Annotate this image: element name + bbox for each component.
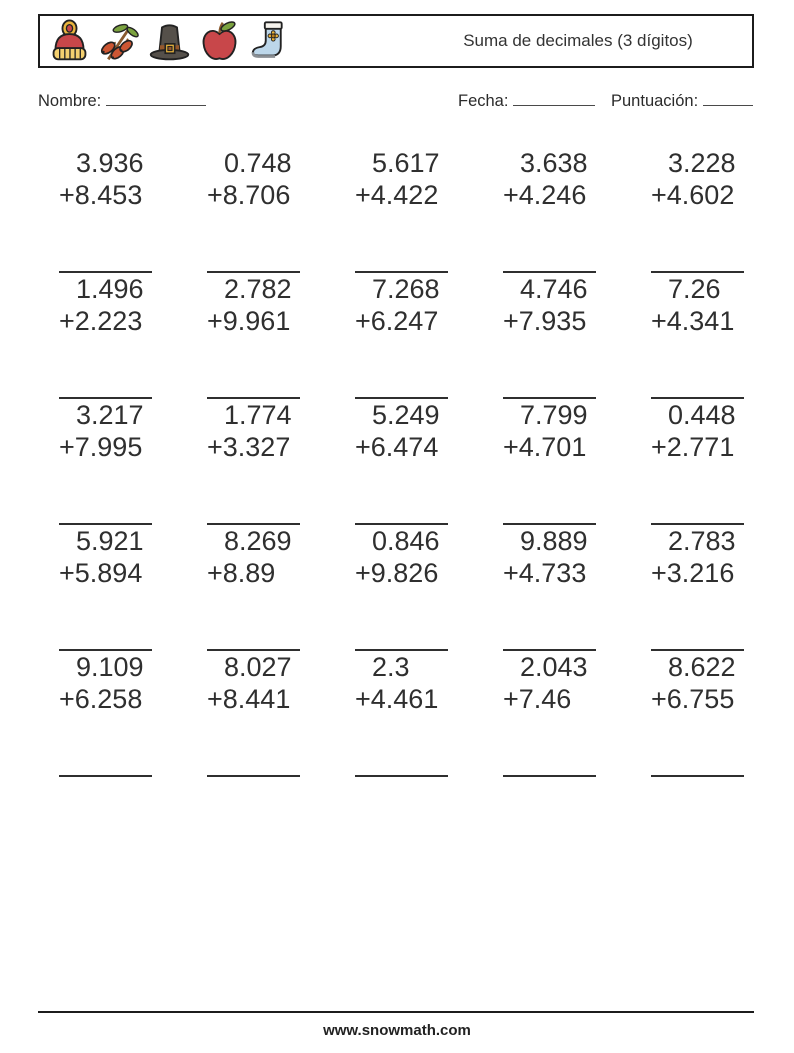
problem-13: 5.249 +6.474 — [355, 399, 448, 525]
name-label: Nombre: — [38, 92, 102, 110]
operand-top: 0.748 — [224, 148, 292, 178]
pilgrim-hat-icon — [149, 23, 190, 60]
operand-bottom: +4.701 — [503, 432, 587, 462]
problem-14: 7.799 +4.701 — [503, 399, 596, 525]
problem-10: 7.26 +4.341 — [651, 273, 744, 399]
problem-17: 8.269 +8.89 — [207, 525, 300, 651]
operand-top: 2.782 — [224, 274, 292, 304]
operand-top: 1.496 — [76, 274, 144, 304]
operand-top: 3.228 — [668, 148, 736, 178]
worksheet-title: Suma de decimales (3 dígitos) — [463, 31, 693, 50]
score-label: Puntuación: — [611, 92, 699, 110]
operand-top: 9.889 — [520, 526, 588, 556]
operand-top: 3.217 — [76, 400, 144, 430]
operand-bottom: +2.223 — [59, 306, 143, 336]
problem-25: 8.622 +6.755 — [651, 651, 744, 777]
fields-row: Nombre: Fecha: Puntuación: — [0, 92, 794, 118]
operand-bottom: +4.602 — [651, 180, 735, 210]
operand-bottom: +9.961 — [207, 306, 291, 336]
berries-icon — [100, 23, 139, 60]
operand-bottom: +6.258 — [59, 684, 143, 714]
operand-bottom: +7.995 — [59, 432, 143, 462]
operand-top: 8.622 — [668, 652, 736, 682]
operand-top: 5.249 — [372, 400, 440, 430]
operand-top: 1.774 — [224, 400, 292, 430]
name-blank-line — [106, 92, 207, 106]
problem-23: 2.3 +4.461 — [355, 651, 448, 777]
operand-top: 9.109 — [76, 652, 144, 682]
problem-5: 3.228 +4.602 — [651, 147, 744, 273]
operand-bottom: +3.327 — [207, 432, 291, 462]
operand-bottom: +8.441 — [207, 684, 291, 714]
header-icon-row — [40, 18, 292, 64]
header-box: Suma de decimales (3 dígitos) — [38, 14, 754, 68]
operand-bottom: +7.46 — [503, 684, 572, 714]
operand-bottom: +6.755 — [651, 684, 735, 714]
operand-top: 0.846 — [372, 526, 440, 556]
problem-7: 2.782 +9.961 — [207, 273, 300, 399]
operand-top: 2.3 — [372, 652, 410, 682]
problem-18: 0.846 +9.826 — [355, 525, 448, 651]
problem-22: 8.027 +8.441 — [207, 651, 300, 777]
operand-bottom: +6.247 — [355, 306, 439, 336]
operand-top: 0.448 — [668, 400, 736, 430]
date-blank-line — [513, 92, 596, 106]
operand-top: 3.936 — [76, 148, 144, 178]
operand-top: 8.269 — [224, 526, 292, 556]
operand-bottom: +8.89 — [207, 558, 276, 588]
problem-21: 9.109 +6.258 — [59, 651, 152, 777]
operand-bottom: +6.474 — [355, 432, 439, 462]
name-field: Nombre: — [38, 92, 207, 111]
operand-top: 2.783 — [668, 526, 736, 556]
operand-top: 7.26 — [668, 274, 721, 304]
problem-9: 4.746 +7.935 — [503, 273, 596, 399]
problem-24: 2.043 +7.46 — [503, 651, 596, 777]
footer-website: www.snowmath.com — [323, 1022, 471, 1039]
problem-3: 5.617 +4.422 — [355, 147, 448, 273]
operand-top: 7.799 — [520, 400, 588, 430]
operand-bottom: +4.733 — [503, 558, 587, 588]
apple-icon — [202, 20, 237, 60]
operand-top: 8.027 — [224, 652, 292, 682]
operand-top: 3.638 — [520, 148, 588, 178]
operand-bottom: +4.246 — [503, 180, 587, 210]
problem-20: 2.783 +3.216 — [651, 525, 744, 651]
operand-bottom: +8.706 — [207, 180, 291, 210]
operand-bottom: +4.422 — [355, 180, 439, 210]
problem-2: 0.748 +8.706 — [207, 147, 300, 273]
operand-top: 5.617 — [372, 148, 440, 178]
operand-bottom: +3.216 — [651, 558, 735, 588]
operand-bottom: +4.341 — [651, 306, 735, 336]
operand-bottom: +4.461 — [355, 684, 439, 714]
problem-11: 3.217 +7.995 — [59, 399, 152, 525]
winter-hat-icon — [52, 18, 87, 60]
operand-top: 5.921 — [76, 526, 144, 556]
problem-15: 0.448 +2.771 — [651, 399, 744, 525]
problem-19: 9.889 +4.733 — [503, 525, 596, 651]
operand-bottom: +7.935 — [503, 306, 587, 336]
score-field: Puntuación: — [611, 92, 754, 111]
operand-bottom: +8.453 — [59, 180, 143, 210]
operand-top: 4.746 — [520, 274, 588, 304]
problem-6: 1.496 +2.223 — [59, 273, 152, 399]
operand-bottom: +2.771 — [651, 432, 735, 462]
problem-16: 5.921 +5.894 — [59, 525, 152, 651]
problem-1: 3.936 +8.453 — [59, 147, 152, 273]
operand-bottom: +5.894 — [59, 558, 143, 588]
operand-top: 2.043 — [520, 652, 588, 682]
problem-8: 7.268 +6.247 — [355, 273, 448, 399]
operand-top: 7.268 — [372, 274, 440, 304]
footer-divider — [38, 1011, 754, 1013]
problems-grid: 3.936 +8.453 0.748 +8.706 5.617 +4.422 3.638 +4… — [4, 147, 744, 777]
boot-flower-icon — [267, 29, 279, 41]
score-blank-line — [703, 92, 754, 106]
problem-4: 3.638 +4.246 — [503, 147, 596, 273]
boot-icon — [251, 20, 283, 58]
operand-bottom: +9.826 — [355, 558, 439, 588]
date-field: Fecha: — [458, 92, 596, 111]
date-label: Fecha: — [458, 92, 509, 110]
problem-12: 1.774 +3.327 — [207, 399, 300, 525]
